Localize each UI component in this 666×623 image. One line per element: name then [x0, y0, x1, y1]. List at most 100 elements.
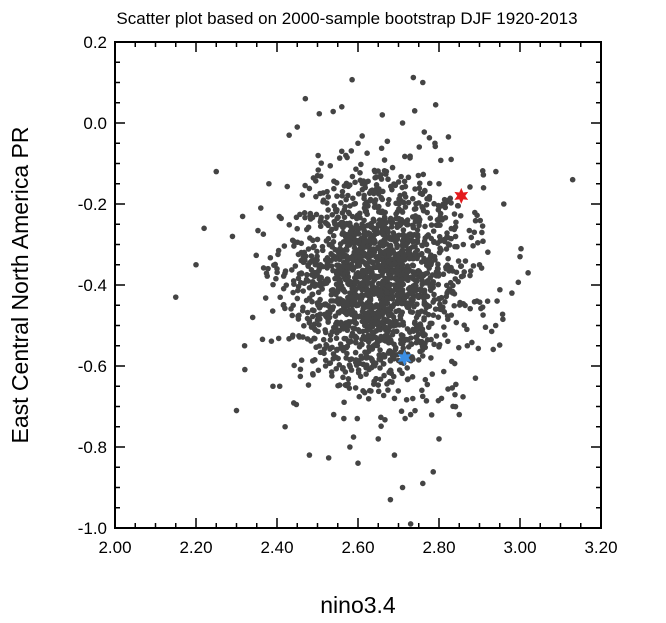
scatter-point	[422, 223, 428, 230]
scatter-point	[431, 291, 437, 298]
scatter-point	[445, 316, 451, 323]
scatter-point	[313, 193, 319, 200]
scatter-point	[344, 238, 350, 244]
scatter-point	[379, 112, 386, 118]
scatter-point	[372, 174, 378, 181]
scatter-point	[445, 386, 451, 392]
scatter-point	[431, 200, 437, 207]
scatter-point	[334, 193, 340, 199]
scatter-point	[496, 342, 503, 348]
scatter-point	[371, 378, 377, 385]
scatter-point	[351, 278, 358, 285]
scatter-point	[471, 229, 478, 236]
scatter-point	[327, 308, 333, 314]
scatter-point	[341, 206, 348, 213]
scatter-point	[395, 388, 402, 394]
scatter-point	[344, 154, 350, 161]
scatter-point	[412, 249, 419, 256]
scatter-point	[328, 291, 335, 298]
scatter-point	[392, 232, 399, 239]
scatter-point	[262, 295, 269, 301]
scatter-point	[301, 209, 308, 216]
scatter-point	[330, 238, 337, 245]
scatter-point	[392, 182, 399, 189]
scatter-point	[398, 173, 404, 180]
scatter-point	[361, 389, 368, 396]
scatter-point	[387, 367, 394, 374]
scatter-point	[458, 273, 465, 280]
scatter-point	[470, 263, 477, 269]
scatter-point	[432, 102, 439, 108]
scatter-point	[382, 416, 388, 423]
scatter-point	[365, 290, 372, 297]
scatter-point	[282, 423, 288, 430]
scatter-point	[277, 294, 283, 301]
scatter-point	[383, 171, 389, 177]
scatter-point	[439, 216, 446, 223]
scatter-point	[300, 259, 307, 265]
scatter-point	[450, 403, 456, 410]
scatter-point	[346, 210, 353, 217]
scatter-point	[329, 212, 336, 218]
scatter-point	[365, 395, 372, 402]
scatter-point	[371, 342, 378, 348]
scatter-point	[354, 415, 361, 422]
scatter-point	[292, 263, 299, 269]
scatter-point	[392, 255, 398, 261]
scatter-point	[438, 157, 444, 164]
scatter-point	[410, 297, 416, 303]
scatter-point	[269, 308, 276, 314]
scatter-point	[317, 223, 324, 230]
scatter-point	[402, 204, 409, 210]
scatter-point	[443, 246, 450, 252]
scatter-point	[357, 254, 364, 261]
scatter-point	[345, 376, 352, 382]
scatter-point	[376, 314, 382, 320]
scatter-point	[416, 180, 423, 187]
scatter-point	[305, 246, 312, 252]
scatter-point	[302, 95, 309, 102]
scatter-point	[379, 196, 386, 203]
scatter-point	[405, 376, 411, 382]
scatter-point	[311, 243, 317, 250]
scatter-point	[363, 311, 370, 318]
scatter-point	[416, 185, 423, 192]
scatter-point	[341, 415, 347, 422]
scatter-point	[418, 293, 424, 299]
scatter-point	[291, 243, 297, 249]
scatter-point	[408, 341, 415, 348]
scatter-point	[427, 283, 434, 290]
scatter-point	[419, 242, 425, 249]
scatter-point	[356, 262, 363, 269]
scatter-point	[478, 305, 484, 312]
scatter-point	[377, 347, 383, 353]
scatter-point	[479, 229, 485, 236]
scatter-point	[391, 341, 397, 348]
scatter-point	[400, 345, 407, 351]
scatter-point	[397, 313, 404, 319]
scatter-point	[320, 197, 327, 203]
scatter-point	[415, 357, 422, 363]
scatter-point	[393, 287, 399, 293]
scatter-point	[383, 324, 389, 331]
scatter-point	[299, 307, 306, 314]
scatter-point	[315, 167, 322, 173]
scatter-point	[328, 257, 335, 264]
scatter-point	[451, 211, 458, 217]
scatter-point	[329, 252, 336, 259]
scatter-point	[407, 411, 414, 418]
scatter-point	[378, 333, 384, 340]
scatter-point	[501, 201, 507, 207]
scatter-point	[353, 166, 359, 172]
scatter-point	[402, 220, 408, 226]
scatter-point	[387, 183, 394, 190]
scatter-point	[411, 206, 418, 212]
scatter-point	[355, 326, 362, 333]
scatter-point	[379, 208, 386, 214]
scatter-point	[455, 203, 461, 209]
scatter-point	[394, 270, 400, 277]
scatter-point	[409, 395, 416, 402]
scatter-point	[455, 278, 461, 285]
scatter-point	[281, 243, 288, 249]
scatter-point	[451, 360, 458, 367]
